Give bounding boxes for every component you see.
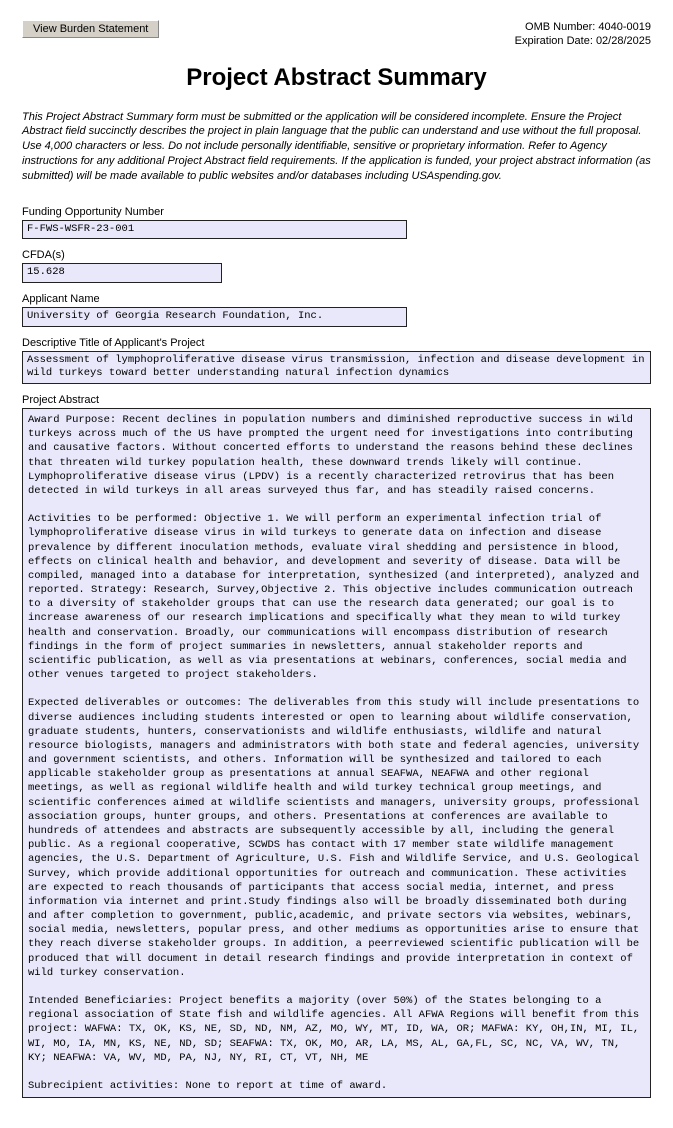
abstract-input[interactable]: Award Purpose: Recent declines in popula… [22,408,651,1098]
funding-label: Funding Opportunity Number [22,206,651,218]
omb-exp-value: 02/28/2025 [596,35,651,47]
cfda-input[interactable]: 15.628 [22,263,222,283]
omb-exp-label: Expiration Date: [515,35,593,47]
funding-input[interactable]: F-FWS-WSFR-23-001 [22,220,407,240]
omb-number-value: 4040-0019 [598,21,651,33]
applicant-label: Applicant Name [22,293,651,305]
abstract-label: Project Abstract [22,394,651,406]
applicant-input[interactable]: University of Georgia Research Foundatio… [22,307,407,327]
descriptive-title-label: Descriptive Title of Applicant's Project [22,337,651,349]
instructions-text: This Project Abstract Summary form must … [22,110,651,184]
omb-number-label: OMB Number: [525,21,595,33]
omb-info: OMB Number: 4040-0019 Expiration Date: 0… [515,20,651,49]
view-burden-button[interactable]: View Burden Statement [22,20,159,38]
descriptive-title-input[interactable]: Assessment of lymphoproliferative diseas… [22,351,651,384]
page-title: Project Abstract Summary [22,64,651,92]
cfda-label: CFDA(s) [22,249,651,261]
